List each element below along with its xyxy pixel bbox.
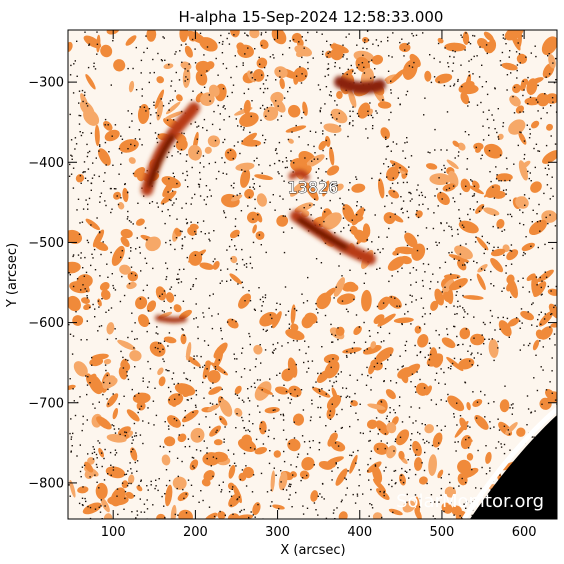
y-axis-label: Y (arcsec) <box>5 243 20 308</box>
solar-image <box>68 30 557 519</box>
y-tick-label: −400 <box>28 156 64 171</box>
plot-frame <box>67 29 558 520</box>
x-tick-label: 100 <box>101 525 126 540</box>
y-tick-label: −300 <box>28 76 64 91</box>
x-tick-label: 300 <box>265 525 290 540</box>
x-tick-label: 200 <box>183 525 208 540</box>
off-disk-region <box>470 415 557 519</box>
filament-small <box>155 315 187 324</box>
y-tick-label: −800 <box>28 476 64 491</box>
active-region-label: 13826 <box>288 178 339 197</box>
x-axis-label: X (arcsec) <box>280 543 345 558</box>
y-tick-label: −600 <box>28 316 64 331</box>
x-tick-label: 400 <box>347 525 372 540</box>
granulation-speckle <box>68 30 557 519</box>
limb-edge <box>461 407 557 519</box>
x-axis: 100 200 300 400 500 600 <box>101 30 537 540</box>
figure-title: H-alpha 15-Sep-2024 12:58:33.000 <box>179 8 444 26</box>
plage-spot <box>288 169 310 181</box>
x-tick-label: 600 <box>512 525 537 540</box>
filament-center-core <box>297 217 348 250</box>
filaments <box>141 76 386 324</box>
image-background <box>68 30 557 519</box>
y-tick-label: −700 <box>28 396 64 411</box>
filament-left-core <box>147 134 175 188</box>
x-tick-label: 500 <box>430 525 455 540</box>
watermark: SolarMonitor.org <box>396 491 544 512</box>
filament-top <box>334 76 386 94</box>
y-axis: −300 −400 −500 −600 −700 −800 <box>28 76 557 491</box>
y-tick-label: −500 <box>28 236 64 251</box>
